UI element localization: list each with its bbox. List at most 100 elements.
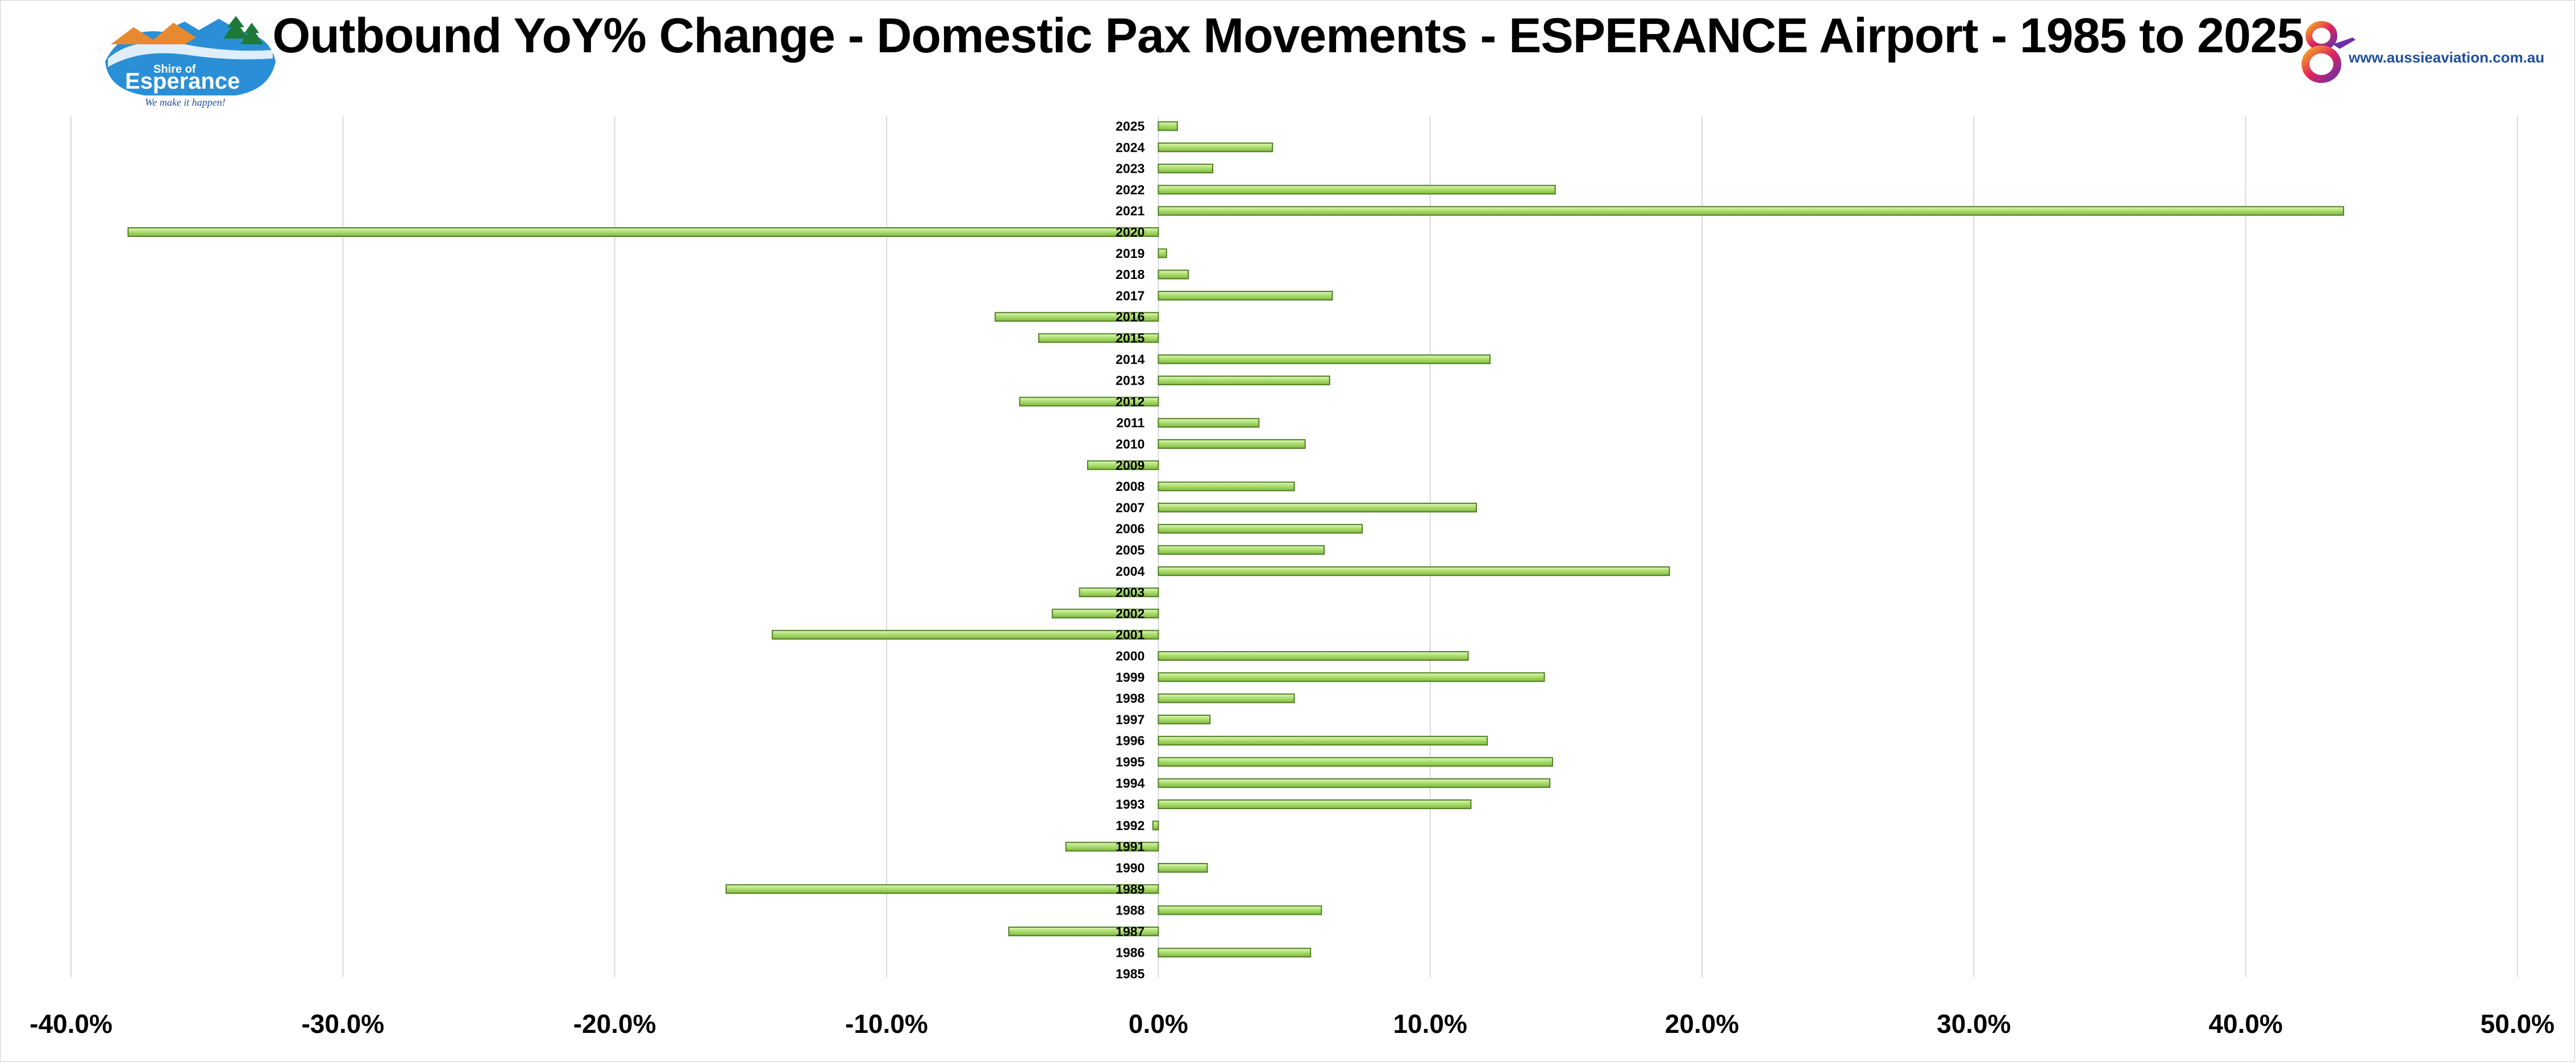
bar-2004 — [1158, 566, 1670, 576]
bar-2006 — [1158, 524, 1363, 534]
bar-2021 — [1158, 206, 2344, 216]
bar-1995 — [1158, 757, 1553, 767]
category-label-2002: 2002 — [1116, 606, 1145, 621]
bar-1996 — [1158, 736, 1488, 746]
bar-1994 — [1158, 778, 1551, 788]
category-label-2000: 2000 — [1116, 649, 1145, 664]
x-tick-label: -20.0% — [573, 1009, 656, 1039]
category-label-2017: 2017 — [1116, 288, 1145, 303]
category-label-1990: 1990 — [1116, 861, 1145, 876]
x-tick-label: -40.0% — [30, 1009, 113, 1039]
bar-1987 — [1008, 926, 1159, 936]
aussie-aviation-logo — [2302, 21, 2356, 83]
bar-1990 — [1158, 863, 1208, 873]
aussie-aviation-url: www.aussieaviation.com.au — [2349, 49, 2545, 66]
category-label-2008: 2008 — [1116, 479, 1145, 494]
category-label-2020: 2020 — [1116, 225, 1145, 240]
category-label-2006: 2006 — [1116, 522, 1145, 536]
category-label-2021: 2021 — [1116, 203, 1145, 218]
bar-1991 — [1065, 841, 1159, 852]
svg-text:Esperance: Esperance — [125, 69, 240, 94]
category-label-1995: 1995 — [1116, 754, 1145, 769]
category-label-1987: 1987 — [1116, 924, 1145, 939]
category-label-2018: 2018 — [1116, 267, 1145, 282]
x-tick-label: 0.0% — [1129, 1009, 1188, 1039]
bar-2010 — [1158, 439, 1306, 449]
bar-1989 — [725, 884, 1159, 894]
category-label-1991: 1991 — [1116, 839, 1145, 854]
bar-2014 — [1158, 354, 1491, 364]
bar-2019 — [1158, 248, 1167, 259]
category-label-2011: 2011 — [1116, 415, 1145, 430]
svg-text:We make it happen!: We make it happen! — [145, 97, 226, 108]
category-label-2019: 2019 — [1116, 246, 1145, 261]
bar-1988 — [1158, 905, 1322, 915]
x-tick-label: 10.0% — [1393, 1009, 1467, 1039]
chart-title: Outbound YoY% Change - Domestic Pax Move… — [272, 9, 2304, 63]
bar-2012 — [1019, 397, 1159, 407]
bar-2008 — [1158, 481, 1295, 491]
bar-2023 — [1158, 164, 1214, 174]
bar-2024 — [1158, 142, 1274, 152]
bar-2025 — [1158, 121, 1178, 131]
category-label-1994: 1994 — [1116, 776, 1145, 790]
bar-2002 — [1051, 608, 1159, 619]
bar-1993 — [1158, 799, 1472, 810]
category-label-1999: 1999 — [1116, 670, 1145, 685]
bar-2020 — [127, 227, 1159, 237]
x-tick-label: 30.0% — [1937, 1009, 2011, 1039]
category-label-1996: 1996 — [1116, 733, 1145, 748]
category-label-1992: 1992 — [1116, 818, 1145, 833]
bar-2003 — [1079, 587, 1159, 598]
shire-of-esperance-logo: Shire of Esperance We make it happen! — [105, 16, 276, 108]
category-label-1993: 1993 — [1116, 797, 1145, 812]
x-tick-label: -10.0% — [845, 1009, 928, 1039]
bar-2017 — [1158, 290, 1333, 301]
category-label-2023: 2023 — [1116, 161, 1145, 176]
bar-2001 — [772, 630, 1159, 640]
category-label-2001: 2001 — [1116, 627, 1145, 642]
bar-2000 — [1158, 651, 1469, 661]
bar-1986 — [1158, 948, 1312, 958]
category-label-2016: 2016 — [1116, 310, 1145, 324]
category-label-2004: 2004 — [1116, 564, 1145, 578]
bar-1997 — [1158, 714, 1211, 724]
bar-2011 — [1158, 418, 1260, 428]
category-label-1998: 1998 — [1116, 691, 1145, 706]
category-label-1997: 1997 — [1116, 712, 1145, 727]
bar-2007 — [1158, 502, 1477, 512]
category-label-1989: 1989 — [1116, 882, 1145, 897]
category-label-2014: 2014 — [1116, 352, 1145, 366]
category-label-1988: 1988 — [1116, 903, 1145, 918]
bar-2022 — [1158, 185, 1556, 195]
bar-2016 — [994, 312, 1159, 322]
category-label-2007: 2007 — [1116, 500, 1145, 515]
bar-2009 — [1087, 460, 1159, 470]
x-tick-label: 50.0% — [2481, 1009, 2554, 1039]
bar-2013 — [1158, 376, 1330, 386]
x-tick-label: -30.0% — [301, 1009, 384, 1039]
category-label-1985: 1985 — [1116, 966, 1145, 981]
x-tick-label: 40.0% — [2208, 1009, 2282, 1039]
category-label-2012: 2012 — [1116, 394, 1145, 409]
category-label-2003: 2003 — [1116, 585, 1145, 600]
bar-2018 — [1158, 269, 1189, 280]
category-label-2025: 2025 — [1116, 119, 1145, 134]
category-label-2010: 2010 — [1116, 437, 1145, 452]
x-tick-label: 20.0% — [1665, 1009, 1739, 1039]
category-label-2015: 2015 — [1116, 331, 1145, 345]
bar-1998 — [1158, 693, 1295, 703]
bar-2005 — [1158, 545, 1325, 555]
category-label-1986: 1986 — [1116, 945, 1145, 960]
bar-2015 — [1038, 333, 1159, 343]
category-label-2005: 2005 — [1116, 543, 1145, 557]
category-label-2009: 2009 — [1116, 458, 1145, 473]
bar-1999 — [1158, 672, 1545, 682]
category-label-2024: 2024 — [1116, 140, 1145, 155]
bar-1992 — [1152, 820, 1159, 831]
plane-icon — [2333, 37, 2356, 49]
category-label-2013: 2013 — [1116, 373, 1145, 388]
svg-text:Shire of: Shire of — [153, 63, 196, 76]
